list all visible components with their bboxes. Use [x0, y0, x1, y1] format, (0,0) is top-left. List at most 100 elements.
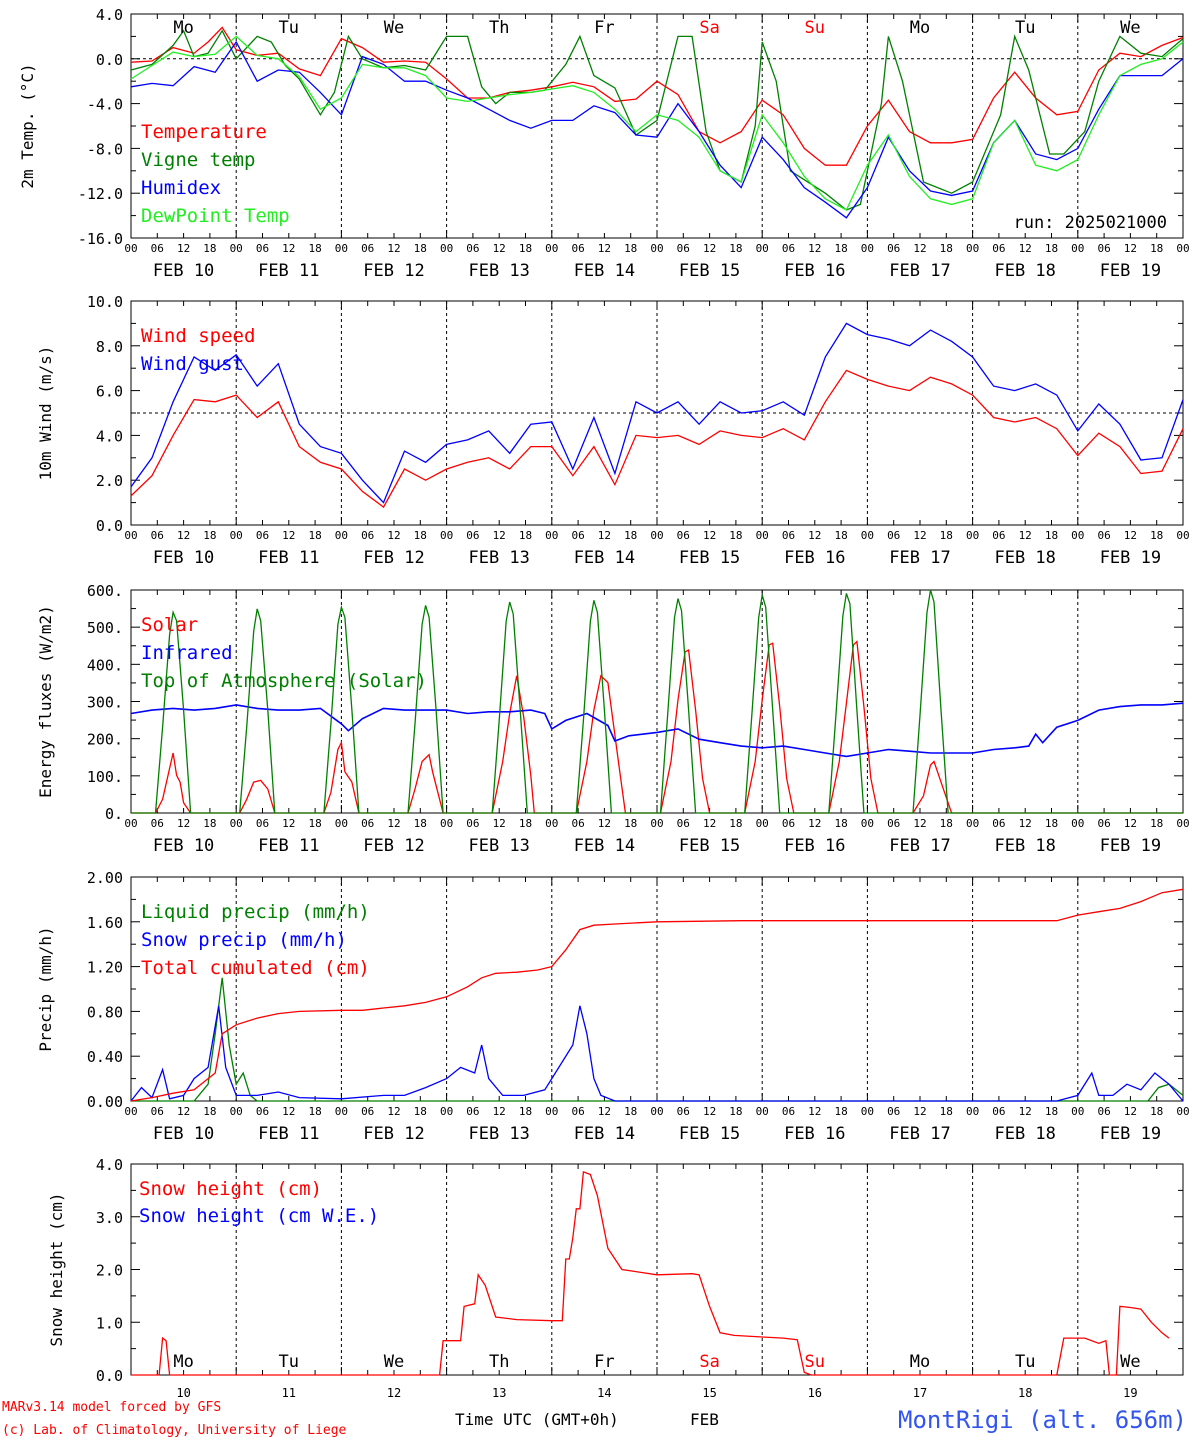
date-label: FEB 11: [258, 261, 319, 281]
y-tick-label: 0.0: [96, 51, 123, 69]
x-tick-label: 06: [571, 817, 584, 830]
x-tick-label: 18: [308, 529, 321, 542]
x-tick-label: 18: [1045, 529, 1058, 542]
x-tick-label: 12: [493, 242, 506, 255]
x-tick-label: 00: [756, 1105, 769, 1118]
y-tick-label: 4.0: [96, 427, 123, 445]
y-tick-label: 600.: [87, 582, 123, 600]
date-label: FEB 11: [258, 1124, 319, 1144]
x-tick-label: 00: [966, 817, 979, 830]
x-tick-label: 12: [1019, 817, 1032, 830]
x-tick-label: 06: [677, 817, 690, 830]
x-tick-label: 18: [308, 817, 321, 830]
y-tick-label: 200.: [87, 731, 123, 749]
x-tick-label: 18: [834, 242, 847, 255]
day-number-label: 17: [913, 1386, 927, 1400]
y-tick-label: 3.0: [96, 1209, 123, 1227]
date-label: FEB 15: [679, 1124, 740, 1144]
x-tick-label: 12: [387, 1105, 400, 1118]
weekday-label: Mo: [173, 18, 193, 38]
month-label: FEB: [690, 1410, 719, 1429]
date-label: FEB 17: [889, 836, 950, 856]
x-tick-label: 06: [361, 242, 374, 255]
x-tick-label: 12: [703, 817, 716, 830]
x-tick-label: 06: [571, 242, 584, 255]
x-tick-label: 12: [282, 242, 295, 255]
x-tick-label: 12: [913, 529, 926, 542]
x-tick-label: 12: [598, 1105, 611, 1118]
weekday-label: Fr: [594, 1352, 614, 1372]
day-number-label: 12: [387, 1386, 401, 1400]
x-tick-label: 06: [782, 242, 795, 255]
x-tick-label: 00: [230, 817, 243, 830]
date-label: FEB 17: [889, 1124, 950, 1144]
series-line: [130, 26, 1184, 166]
x-tick-label: 18: [308, 242, 321, 255]
x-tick-label: 06: [466, 817, 479, 830]
x-tick-label: 18: [624, 242, 637, 255]
legend-entry: Humidex: [141, 177, 221, 199]
x-tick-label: 06: [466, 529, 479, 542]
x-tick-label: 18: [729, 529, 742, 542]
site-label: MontRigi (alt. 656m): [898, 1406, 1187, 1434]
x-tick-label: 00: [230, 529, 243, 542]
date-label: FEB 15: [679, 836, 740, 856]
y-axis-label: Energy fluxes (W/m2): [36, 605, 55, 798]
date-label: FEB 18: [994, 261, 1055, 281]
date-label: FEB 19: [1100, 836, 1161, 856]
date-label: FEB 13: [468, 1124, 529, 1144]
day-number-label: 11: [282, 1386, 296, 1400]
date-label: FEB 11: [258, 836, 319, 856]
lab-credit: (c) Lab. of Climatology, University of L…: [2, 1423, 347, 1438]
date-label: FEB 10: [153, 548, 214, 568]
x-tick-label: 06: [782, 817, 795, 830]
x-tick-label: 06: [571, 1105, 584, 1118]
x-tick-label: 12: [1124, 242, 1137, 255]
date-label: FEB 14: [574, 836, 635, 856]
weekday-label: Tu: [1015, 1352, 1035, 1372]
x-tick-label: 18: [414, 529, 427, 542]
x-tick-label: 00: [545, 1105, 558, 1118]
x-tick-label: 06: [887, 817, 900, 830]
x-tick-label: 06: [1097, 529, 1110, 542]
x-tick-label: 12: [282, 529, 295, 542]
x-tick-label: 12: [808, 1105, 821, 1118]
x-tick-label: 18: [1150, 817, 1163, 830]
y-tick-label: 0.00: [87, 1093, 123, 1111]
x-tick-label: 12: [177, 817, 190, 830]
x-tick-label: 18: [519, 1105, 532, 1118]
x-tick-label: 06: [992, 1105, 1005, 1118]
x-tick-label: 18: [203, 529, 216, 542]
series-line: [130, 369, 1184, 509]
date-label: FEB 14: [574, 1124, 635, 1144]
x-tick-label: 06: [677, 242, 690, 255]
x-tick-label: 00: [1071, 817, 1084, 830]
weekday-label: We: [384, 1352, 404, 1372]
x-tick-label: 00: [966, 242, 979, 255]
x-tick-label: 12: [598, 529, 611, 542]
x-tick-label: 18: [624, 529, 637, 542]
date-label: FEB 12: [363, 1124, 424, 1144]
date-label: FEB 12: [363, 836, 424, 856]
weekday-label: Mo: [910, 1352, 930, 1372]
x-tick-label: 18: [519, 529, 532, 542]
date-label: FEB 18: [994, 548, 1055, 568]
y-tick-label: 2.0: [96, 1262, 123, 1280]
x-tick-label: 12: [177, 529, 190, 542]
y-tick-label: -16.0: [78, 230, 123, 248]
x-tick-label: 18: [834, 817, 847, 830]
x-tick-label: 00: [335, 529, 348, 542]
date-label: FEB 10: [153, 836, 214, 856]
x-tick-label: 00: [650, 1105, 663, 1118]
x-tick-label: 00: [756, 529, 769, 542]
x-tick-label: 00: [1071, 1105, 1084, 1118]
x-tick-label: 12: [808, 529, 821, 542]
x-tick-label: 06: [992, 529, 1005, 542]
x-tick-label: 18: [1150, 242, 1163, 255]
x-tick-label: 12: [703, 529, 716, 542]
x-tick-label: 06: [782, 529, 795, 542]
x-tick-label: 00: [650, 242, 663, 255]
x-tick-label: 00: [230, 242, 243, 255]
x-tick-label: 12: [703, 1105, 716, 1118]
x-tick-label: 12: [1124, 529, 1137, 542]
